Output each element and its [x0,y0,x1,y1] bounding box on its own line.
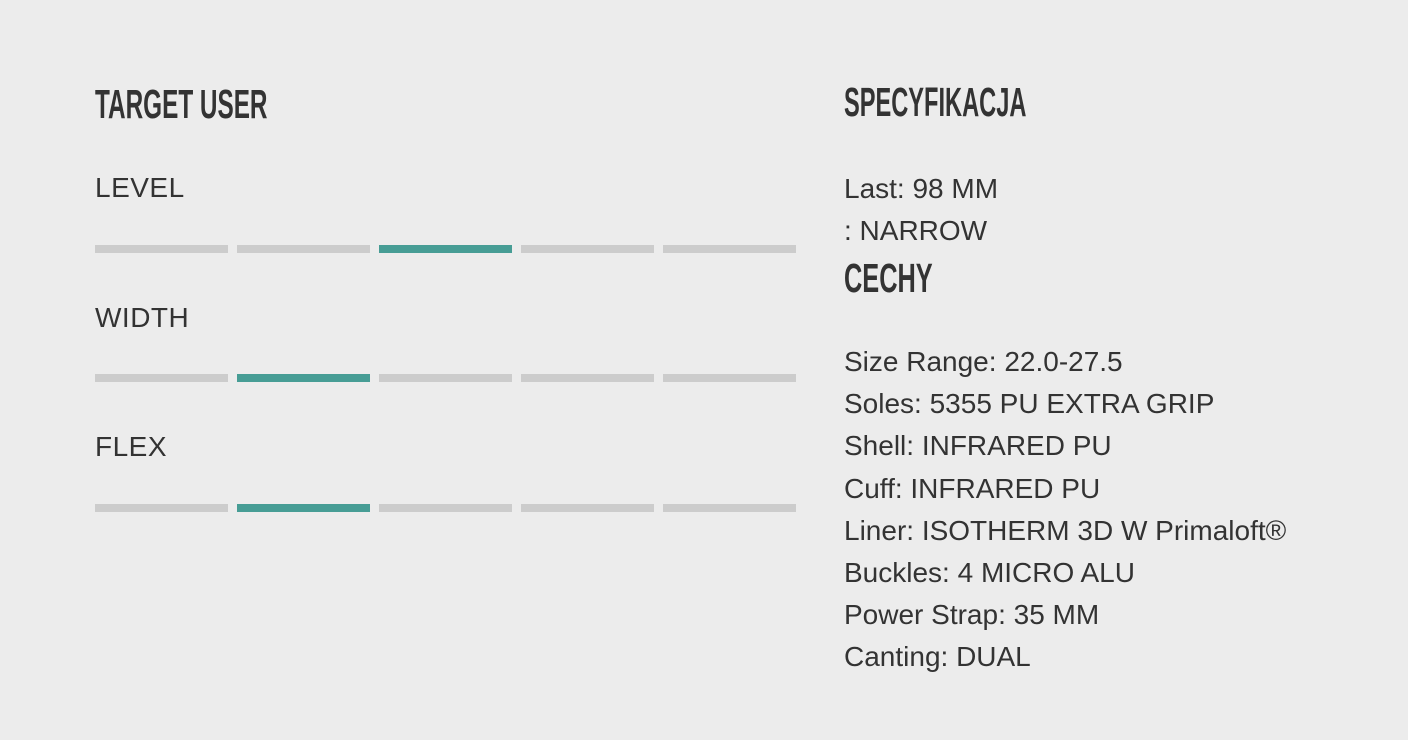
svg-text:CECHY: CECHY [844,260,933,301]
svg-text:TARGET USER: TARGET USER [95,86,268,127]
svg-text:SPECYFIKACJA: SPECYFIKACJA [844,84,1026,125]
